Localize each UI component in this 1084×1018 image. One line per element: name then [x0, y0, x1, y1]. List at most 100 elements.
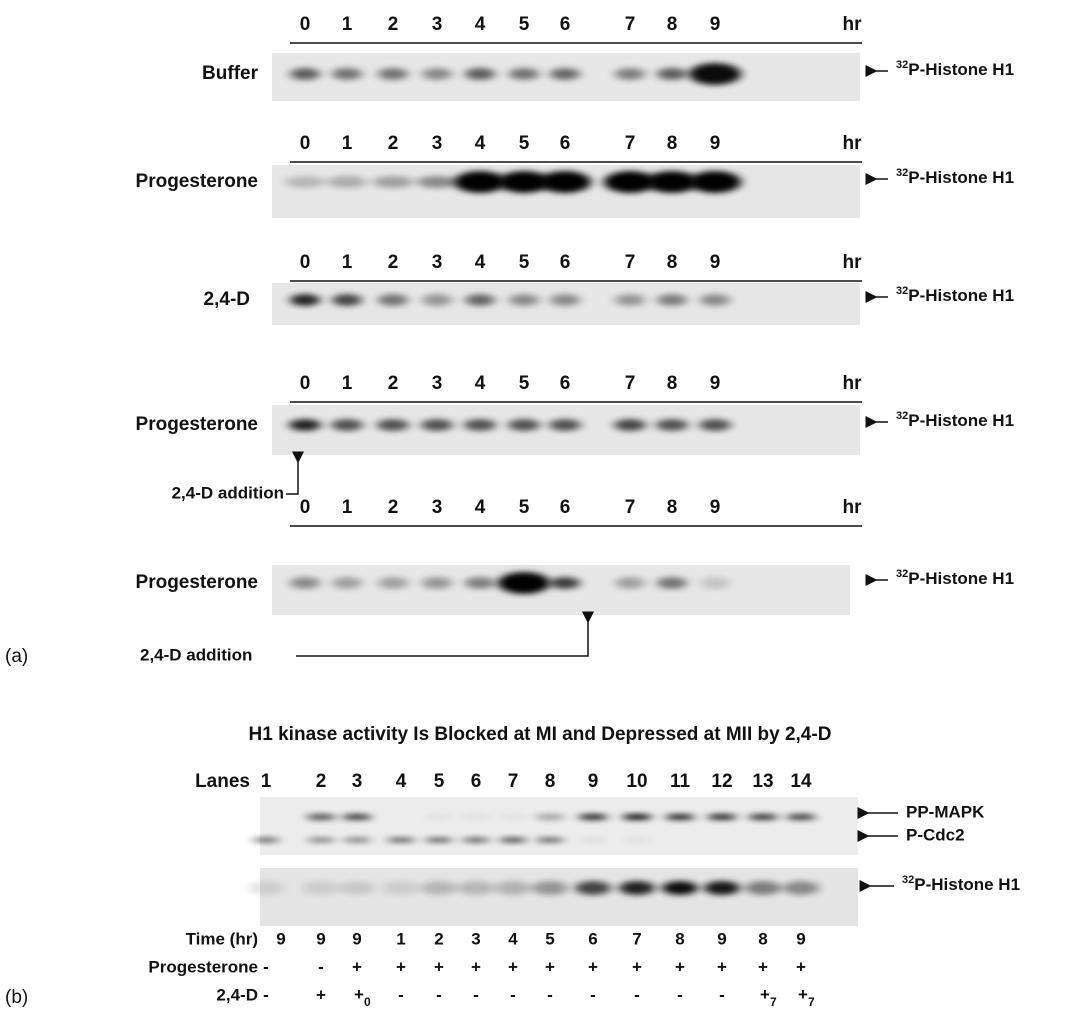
marker-sup: 32: [902, 874, 914, 886]
row-label: 2,4-D: [216, 985, 258, 1004]
row-value: 6: [588, 929, 597, 948]
band: [539, 171, 591, 193]
lane-label: 9: [710, 497, 721, 518]
value-text: +: [760, 985, 770, 1004]
lane-label: 2: [388, 14, 399, 35]
lane-label: 1: [342, 133, 353, 154]
marker-sup: 32: [896, 410, 908, 422]
lane-label: 12: [711, 771, 732, 792]
lane-label: 6: [560, 373, 571, 394]
row-value: 2: [434, 929, 443, 948]
marker-text: P-Histone H1: [908, 60, 1014, 79]
band: [619, 881, 655, 895]
lane-label: 8: [667, 497, 678, 518]
lanes-label: Lanes: [195, 771, 250, 792]
band: [550, 68, 580, 80]
band: [422, 68, 452, 80]
marker-text: P-Histone H1: [908, 168, 1014, 187]
lane-label: 9: [710, 373, 721, 394]
value-sub: 7: [808, 995, 815, 1009]
band: [536, 838, 564, 843]
lane-label: 3: [432, 497, 443, 518]
band: [622, 814, 652, 820]
row-value: 8: [675, 929, 684, 948]
band: [331, 419, 363, 431]
lane-label: 6: [471, 771, 482, 792]
annotation: 2,4-D addition: [140, 645, 252, 664]
row-label: Time (hr): [186, 929, 258, 948]
band: [499, 838, 527, 843]
row-value: -: [436, 985, 442, 1004]
lane-label: 8: [667, 252, 678, 273]
band: [498, 814, 528, 820]
band: [424, 814, 454, 820]
lane-label: 9: [710, 133, 721, 154]
lane-label: 4: [475, 252, 486, 273]
band: [422, 294, 452, 306]
band: [464, 419, 496, 431]
lane-label: 4: [475, 373, 486, 394]
lane-label: 3: [432, 133, 443, 154]
lane-label: 0: [300, 133, 311, 154]
unit-label: hr: [843, 14, 863, 35]
annotation-arrow: [296, 622, 588, 656]
lane-label: 0: [300, 497, 311, 518]
band: [700, 294, 730, 306]
marker-text: P-Histone H1: [908, 286, 1014, 305]
row-value: +: [434, 957, 444, 976]
row-value: +: [508, 957, 518, 976]
row-value: 9: [352, 929, 361, 948]
band: [508, 419, 540, 431]
row-value: 1: [396, 929, 405, 948]
lane-label: 2: [388, 373, 399, 394]
band: [332, 68, 362, 80]
band: [575, 881, 611, 895]
band: [285, 176, 325, 188]
row-value: +0: [354, 985, 371, 1009]
band: [383, 881, 419, 895]
marker-label: 32P-Histone H1: [896, 410, 1014, 431]
band: [458, 881, 494, 895]
marker-label: 32P-Histone H1: [896, 568, 1014, 589]
lane-label: 14: [790, 771, 812, 792]
marker-sup: 32: [896, 285, 908, 297]
marker-label: P-Cdc2: [906, 825, 965, 844]
lane-label: 8: [667, 14, 678, 35]
band: [289, 419, 321, 431]
lane-label: 5: [519, 252, 530, 273]
band: [495, 881, 531, 895]
band: [387, 838, 415, 843]
marker-label: 32P-Histone H1: [896, 59, 1014, 80]
lane-label: 0: [300, 252, 311, 273]
band: [549, 419, 581, 431]
row-value: -: [634, 985, 640, 1004]
lane-label: 2: [388, 497, 399, 518]
band: [614, 419, 646, 431]
band: [307, 838, 335, 843]
lane-label: 7: [625, 497, 636, 518]
unit-label: hr: [843, 252, 863, 273]
lane-label: 4: [475, 133, 486, 154]
annotation: 2,4-D addition: [172, 483, 284, 502]
marker-sup: 32: [896, 167, 908, 179]
band: [332, 294, 362, 306]
row-value: -: [677, 985, 683, 1004]
row-value: 4: [508, 929, 518, 948]
row-value: +: [316, 985, 326, 1004]
lane-label: 4: [475, 14, 486, 35]
band: [657, 577, 687, 589]
row-value: +: [471, 957, 481, 976]
row-label: 2,4-D: [204, 289, 250, 310]
band: [465, 68, 495, 80]
value-text: +: [354, 985, 364, 1004]
lane-label: 6: [560, 14, 571, 35]
band: [465, 577, 495, 589]
value-sub: 0: [364, 995, 371, 1009]
row-value: 9: [316, 929, 325, 948]
unit-label: hr: [843, 133, 863, 154]
marker-text: P-Histone H1: [908, 411, 1014, 430]
band: [704, 881, 740, 895]
band: [343, 838, 371, 843]
band: [532, 881, 568, 895]
lane-label: 5: [519, 133, 530, 154]
